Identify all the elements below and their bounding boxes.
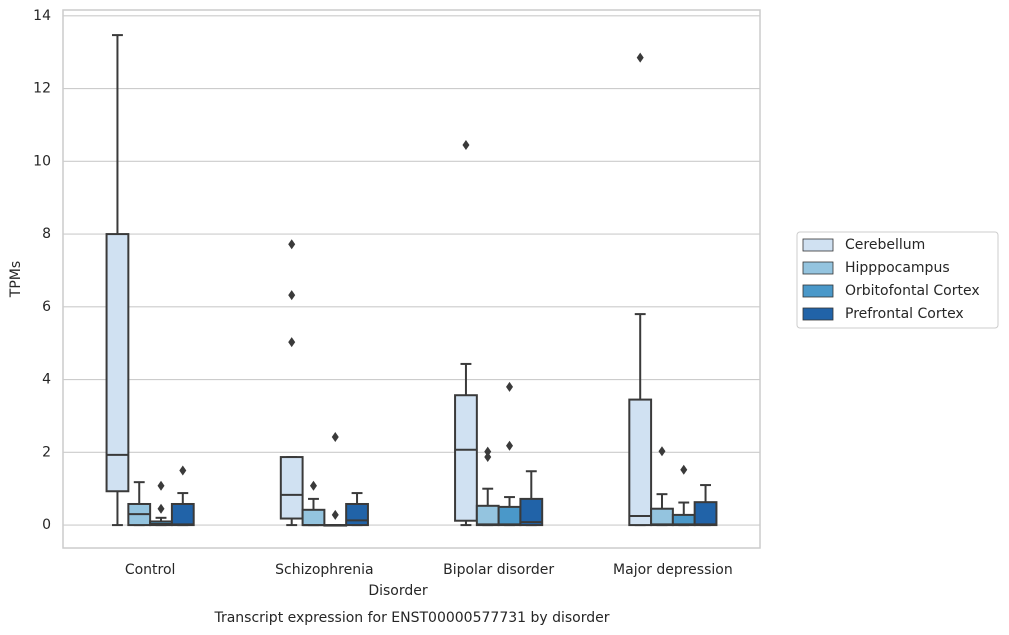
box: [693, 501, 718, 527]
box: [454, 394, 478, 522]
plot-frame: [62, 9, 761, 549]
legend-swatch: [802, 284, 834, 298]
outlier: [484, 452, 492, 463]
y-tick-label: 8: [42, 226, 51, 242]
x-tick-label: Major depression: [613, 562, 733, 578]
outlier: [179, 465, 187, 476]
legend-swatch: [802, 238, 834, 252]
box: [628, 398, 653, 527]
outlier: [157, 480, 165, 491]
y-tick-label: 0: [42, 517, 51, 533]
box: [105, 233, 130, 493]
outlier: [309, 480, 317, 491]
box: [497, 505, 522, 527]
legend-frame: [796, 231, 999, 329]
legend-swatch: [802, 261, 834, 275]
legend-label: Hipppocampus: [845, 260, 950, 276]
chart-title: Transcript expression for ENST0000057773…: [213, 610, 609, 626]
outlier: [636, 52, 644, 63]
y-tick-label: 6: [42, 299, 51, 315]
y-tick-label: 12: [33, 81, 51, 97]
box: [475, 504, 500, 527]
box: [301, 508, 326, 527]
y-tick-label: 4: [42, 372, 51, 388]
box: [650, 507, 674, 527]
y-tick-label: 14: [33, 8, 51, 24]
legend-label: Prefrontal Cortex: [845, 306, 964, 322]
x-tick-label: Bipolar disorder: [443, 562, 554, 578]
outlier: [331, 432, 339, 443]
legend-swatch: [802, 307, 834, 321]
y-axis-label: TPMs: [8, 261, 24, 298]
outlier: [462, 139, 470, 150]
outlier: [658, 446, 666, 457]
x-tick-label: Control: [125, 562, 176, 578]
outlier: [680, 464, 688, 475]
box: [345, 502, 369, 527]
outlier: [506, 440, 514, 451]
x-tick-label: Schizophrenia: [275, 562, 373, 578]
y-tick-label: 10: [33, 153, 51, 169]
outlier: [288, 239, 296, 250]
outlier: [331, 509, 339, 520]
box: [170, 502, 195, 527]
outlier: [484, 446, 492, 457]
outlier: [288, 337, 296, 348]
x-axis-label: Disorder: [368, 583, 428, 599]
legend-label: Cerebellum: [845, 237, 925, 253]
outlier: [288, 290, 296, 301]
box: [519, 497, 544, 527]
outlier: [157, 503, 165, 514]
box: [279, 456, 304, 520]
legend-label: Orbitofontal Cortex: [845, 283, 980, 299]
outlier: [506, 381, 514, 392]
y-tick-label: 2: [42, 444, 51, 460]
